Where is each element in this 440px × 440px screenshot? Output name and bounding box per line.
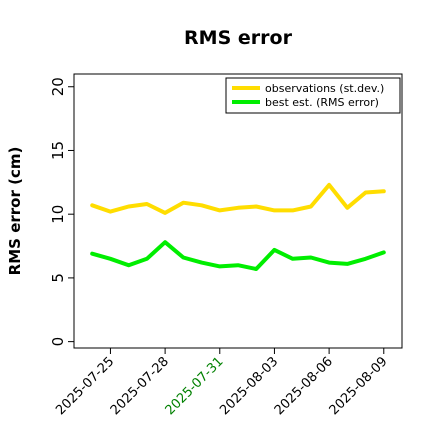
- legend-label-observations: observations (st.dev.): [265, 82, 384, 95]
- y-axis-ticks: 0 5 10 15 20: [49, 77, 74, 346]
- legend: observations (st.dev.) best est. (RMS er…: [225, 77, 401, 114]
- y-tick-label: 5: [49, 273, 67, 283]
- y-tick-label: 20: [49, 77, 67, 96]
- legend-label-best-est: best est. (RMS error): [265, 96, 379, 109]
- x-axis-ticks: 2025-07-252025-07-282025-07-312025-08-03…: [53, 348, 391, 418]
- y-tick-label: 15: [49, 141, 67, 160]
- plot-frame: [73, 73, 403, 349]
- series-lines: [90, 182, 386, 271]
- y-tick-label: 10: [49, 205, 67, 224]
- x-tick-label: 2025-08-09: [327, 354, 391, 418]
- legend-box: [225, 77, 401, 114]
- y-tick-label: 0: [49, 337, 67, 347]
- series-line-observations: [90, 182, 386, 215]
- y-axis-label: RMS error (cm): [6, 147, 24, 276]
- series-line-best-est: [90, 240, 386, 271]
- chart-title: RMS error: [184, 27, 293, 49]
